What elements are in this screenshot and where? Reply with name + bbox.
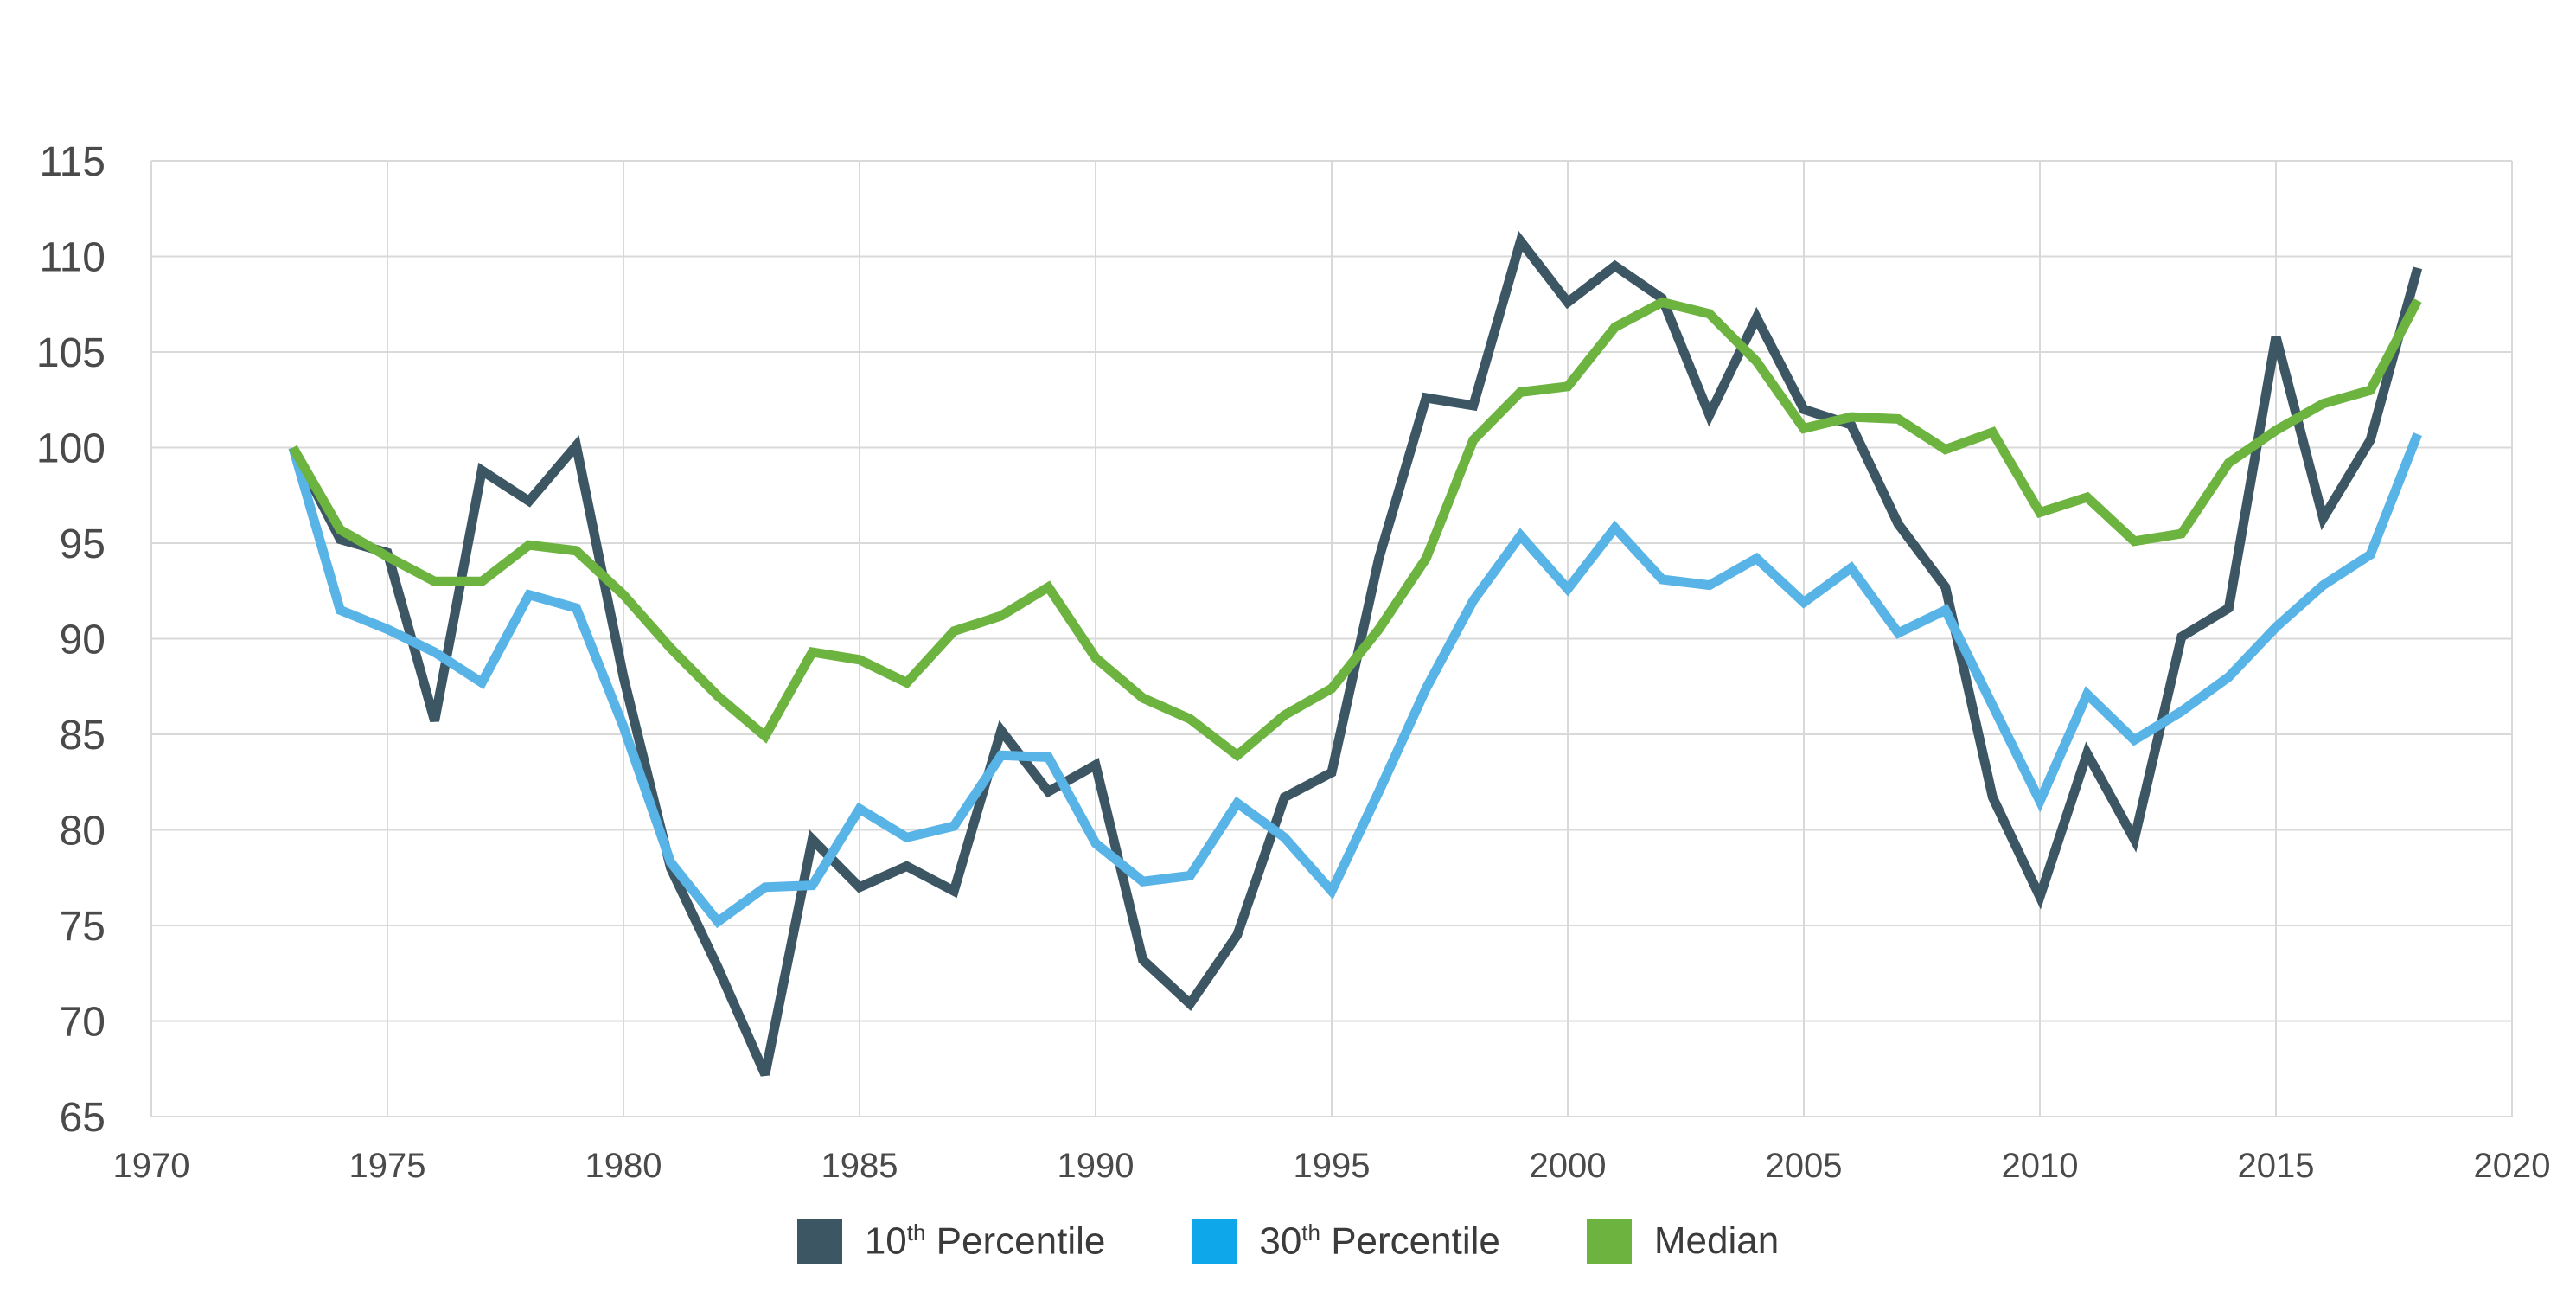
grid xyxy=(150,160,2513,1117)
y-tick-label: 115 xyxy=(39,139,105,185)
legend: 10th Percentile 30th Percentile Median xyxy=(0,1211,2576,1271)
legend-label-10th-percentile: 10th Percentile xyxy=(864,1219,1106,1263)
x-tick-label: 1990 xyxy=(1058,1147,1135,1185)
legend-label-median: Median xyxy=(1653,1219,1780,1262)
x-tick-label: 1995 xyxy=(1294,1147,1371,1185)
y-tick-label: 70 xyxy=(60,1000,105,1046)
legend-swatch-10th-percentile xyxy=(796,1219,842,1264)
y-tick-label: 110 xyxy=(39,235,105,281)
x-tick-label: 1970 xyxy=(113,1147,190,1185)
y-tick-label: 95 xyxy=(60,522,105,567)
legend-swatch-30th-percentile xyxy=(1192,1219,1237,1264)
legend-item-30th-percentile[interactable]: 30th Percentile xyxy=(1192,1219,1500,1264)
x-tick-label: 2005 xyxy=(1766,1147,1843,1185)
x-tick-label: 1985 xyxy=(821,1147,898,1185)
y-tick-label: 85 xyxy=(60,713,105,759)
x-tick-label: 2010 xyxy=(2002,1147,2079,1185)
series-line-30th-percentile[interactable] xyxy=(288,432,2422,929)
x-tick-label: 2000 xyxy=(1530,1147,1607,1185)
y-tick-label: 75 xyxy=(60,904,105,950)
series-line-median[interactable] xyxy=(289,297,2422,762)
x-tick-label: 2020 xyxy=(2474,1147,2551,1185)
legend-label-30th-percentile: 30th Percentile xyxy=(1259,1219,1500,1263)
series-lines xyxy=(288,230,2423,1077)
y-tick-label: 90 xyxy=(60,618,105,663)
x-tick-label: 1975 xyxy=(349,1147,426,1185)
legend-item-10th-percentile[interactable]: 10th Percentile xyxy=(796,1219,1106,1264)
y-tick-label: 65 xyxy=(60,1095,105,1141)
legend-swatch-median xyxy=(1586,1219,1632,1264)
x-tick-label: 2015 xyxy=(2238,1147,2315,1185)
axes: 65 70 75 80 85 90 95 100 105 110 115 1970 1975 1980 19… xyxy=(36,139,2551,1185)
x-tick-label: 1980 xyxy=(585,1147,662,1185)
y-tick-label: 80 xyxy=(60,809,105,855)
y-tick-label: 105 xyxy=(36,330,105,376)
y-tick-label: 100 xyxy=(36,426,105,472)
legend-item-median[interactable]: Median xyxy=(1586,1219,1780,1264)
